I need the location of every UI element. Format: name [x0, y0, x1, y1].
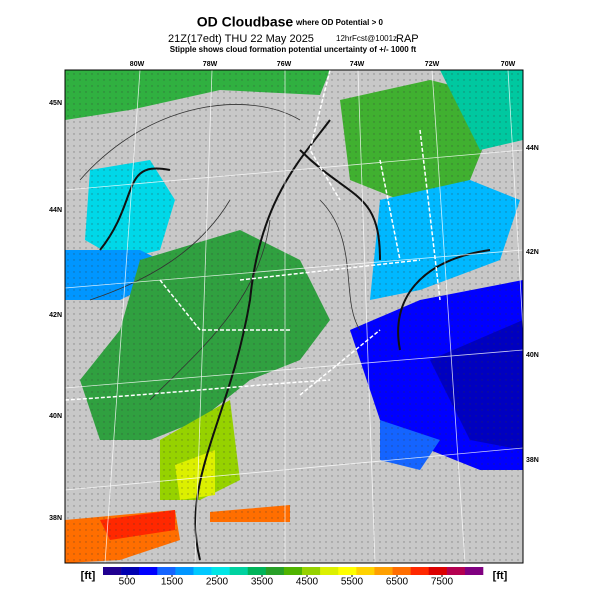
colorbar-swatch	[139, 567, 158, 575]
subtitle-model: RAP	[396, 33, 419, 45]
colorbar-label: 5500	[341, 577, 364, 588]
colorbar-swatch	[247, 567, 267, 575]
colorbar-swatch	[446, 567, 466, 575]
map-labels: 80W 78W 76W 74W 72W 70W 45N 44N 42N 40N 38N 44N 42N 4…	[49, 61, 539, 522]
lat-label: 38N	[526, 457, 539, 464]
caption: Stipple shows cloud formation potential …	[170, 45, 417, 54]
colorbar-swatch	[464, 567, 484, 575]
colorbar-unit: [ft]	[81, 570, 96, 582]
lon-label: 80W	[130, 61, 145, 68]
colorbar-swatch	[121, 567, 140, 575]
colorbar-swatch	[229, 567, 249, 575]
title-note: where OD Potential > 0	[295, 18, 383, 27]
colorbar-label: 6500	[386, 577, 409, 588]
colorbar-swatch	[428, 567, 448, 575]
lon-label: 74W	[350, 61, 365, 68]
colorbar-label: 500	[119, 577, 136, 588]
colorbar-swatch	[338, 567, 357, 575]
subtitle: 21Z(17edt) THU 22 May 2025	[168, 33, 314, 45]
lat-label: 44N	[526, 145, 539, 152]
colorbar-label: 2500	[206, 577, 229, 588]
lat-label: 40N	[49, 413, 62, 420]
colorbar-label: 1500	[161, 577, 184, 588]
colorbar-swatch	[103, 567, 122, 575]
colorbar: 500 1500 2500 3500 4500 5500 6500 7500 [ft] [ft]	[81, 567, 508, 588]
colorbar-label: 7500	[431, 577, 454, 588]
map	[65, 70, 523, 563]
colorbar-swatch	[265, 567, 285, 575]
colorbar-swatch	[302, 567, 321, 575]
lat-label: 44N	[49, 207, 62, 214]
map-frame	[64, 69, 524, 564]
colorbar-swatch	[211, 567, 230, 575]
lat-label: 38N	[49, 515, 62, 522]
lat-label: 42N	[49, 312, 62, 319]
colorbar-swatch	[157, 567, 176, 575]
colorbar-label: 4500	[296, 577, 319, 588]
subtitle-fcst: 12hrFcst@1001z	[336, 34, 397, 43]
colorbar-swatch	[175, 567, 194, 575]
colorbar-swatch	[356, 567, 375, 575]
colorbar-swatch	[392, 567, 411, 575]
lat-label: 45N	[49, 100, 62, 107]
colorbar-label: 3500	[251, 577, 274, 588]
colorbar-swatch	[320, 567, 339, 575]
colorbar-unit: [ft]	[493, 570, 508, 582]
lon-label: 72W	[425, 61, 440, 68]
colorbar-swatch	[410, 567, 430, 575]
colorbar-swatch	[283, 567, 303, 575]
lon-label: 70W	[501, 61, 516, 68]
lon-label: 76W	[277, 61, 292, 68]
title: OD Cloudbase	[197, 14, 294, 30]
lat-label: 40N	[526, 352, 539, 359]
colorbar-swatch	[193, 567, 212, 575]
colorbar-swatch	[374, 567, 393, 575]
lat-label: 42N	[526, 249, 539, 256]
lon-label: 78W	[203, 61, 218, 68]
